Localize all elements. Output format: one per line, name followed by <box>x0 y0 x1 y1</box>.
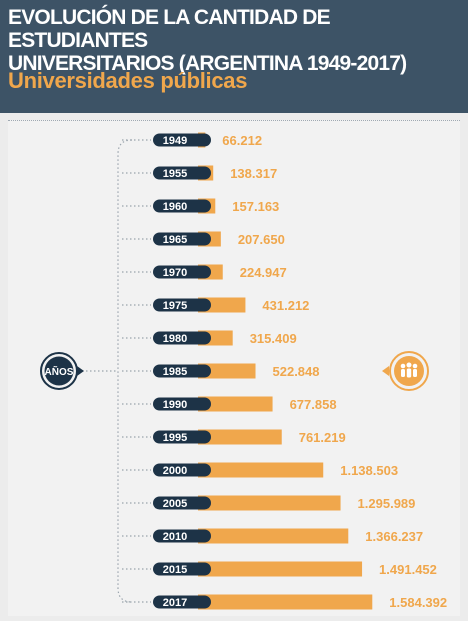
bar-row-1980: 1980 315.409 <box>122 330 297 346</box>
year-pill <box>153 595 211 609</box>
students-badge-pointer <box>382 366 389 376</box>
years-axis-badge: AÑOS <box>40 352 84 390</box>
year-label: 1975 <box>163 300 187 312</box>
bar-2010 <box>198 528 349 544</box>
connector-lines <box>78 139 133 603</box>
year-pill <box>153 562 211 576</box>
value-label: 157.163 <box>232 199 279 214</box>
chart-title: EVOLUCIÓN DE LA CANTIDAD DE ESTUDIANTES … <box>8 6 407 75</box>
year-label: 1995 <box>163 432 187 444</box>
year-label: 1955 <box>163 168 187 180</box>
year-label: 1960 <box>163 201 187 213</box>
year-label: 2010 <box>163 531 187 543</box>
value-label: 1.295.989 <box>358 496 416 511</box>
year-pill <box>153 298 211 312</box>
year-pill <box>153 529 211 543</box>
bar-2005 <box>198 495 341 511</box>
year-label: 1970 <box>163 267 187 279</box>
bar-1985 <box>198 363 256 379</box>
header-banner: EVOLUCIÓN DE LA CANTIDAD DE ESTUDIANTES … <box>0 0 468 113</box>
value-label: 224.947 <box>240 265 287 280</box>
year-pill <box>153 364 211 378</box>
bar-row-1960: 1960 157.163 <box>122 198 279 214</box>
bar-1975 <box>198 297 246 313</box>
bar-2015 <box>198 561 363 577</box>
chart-subtitle: Universidades públicas <box>8 68 248 93</box>
chart-rows: 1949 66.212 1955 138.317 1960 157.163 1965 207.… <box>122 132 447 610</box>
value-label: 522.848 <box>273 364 320 379</box>
year-label: 2000 <box>163 465 187 477</box>
chart-panel: 1949 66.212 1955 138.317 1960 157.163 1965 207.… <box>8 120 460 616</box>
year-pill <box>153 199 211 213</box>
years-badge-pointer <box>77 366 84 376</box>
bar-row-1975: 1975 431.212 <box>122 297 309 313</box>
bar-row-1955: 1955 138.317 <box>122 165 277 181</box>
year-pill <box>153 463 211 477</box>
value-label: 1.491.452 <box>379 562 437 577</box>
years-badge-core <box>44 356 74 386</box>
year-pill <box>153 133 211 147</box>
value-label: 1.584.392 <box>389 595 447 610</box>
bar-1995 <box>198 429 282 445</box>
value-label: 1.138.503 <box>340 463 398 478</box>
bar-1990 <box>198 396 273 412</box>
year-pill <box>153 232 211 246</box>
bar-row-2017: 2017 1.584.392 <box>122 594 447 610</box>
year-label: 1949 <box>163 135 187 147</box>
year-label: 2015 <box>163 564 187 576</box>
year-pill <box>153 166 211 180</box>
bar-row-1990: 1990 677.858 <box>122 396 337 412</box>
bar-row-1985: 1985 522.848 <box>122 363 320 379</box>
bar-row-1995: 1995 761.219 <box>122 429 346 445</box>
value-label: 677.858 <box>290 397 337 412</box>
year-pill <box>153 265 211 279</box>
value-label: 315.409 <box>250 331 297 346</box>
year-pill <box>153 430 211 444</box>
year-pill <box>153 496 211 510</box>
year-pill <box>153 397 211 411</box>
bar-row-2000: 2000 1.138.503 <box>122 462 398 478</box>
year-label: 1990 <box>163 399 187 411</box>
bar-row-2010: 2010 1.366.237 <box>122 528 423 544</box>
year-label: 1980 <box>163 333 187 345</box>
value-label: 431.212 <box>262 298 309 313</box>
value-label: 1.366.237 <box>365 529 423 544</box>
students-group-icon <box>400 362 418 378</box>
bar-row-1965: 1965 207.650 <box>122 231 285 247</box>
value-label: 207.650 <box>238 232 285 247</box>
bar-row-1970: 1970 224.947 <box>122 264 287 280</box>
value-label: 761.219 <box>299 430 346 445</box>
bar-2017 <box>198 594 373 610</box>
value-label: 138.317 <box>230 166 277 181</box>
bar-2000 <box>198 462 324 478</box>
year-pill <box>153 331 211 345</box>
year-label: 2017 <box>163 597 187 609</box>
bar-row-2005: 2005 1.295.989 <box>122 495 416 511</box>
year-label: 1965 <box>163 234 187 246</box>
bracket-line <box>117 139 133 603</box>
year-label: 1985 <box>163 366 187 378</box>
students-badge <box>382 351 429 391</box>
bar-chart: 1949 66.212 1955 138.317 1960 157.163 1965 207.… <box>40 132 447 610</box>
years-axis-label: AÑOS <box>45 365 74 378</box>
bar-row-2015: 2015 1.491.452 <box>122 561 437 577</box>
bar-row-1949: 1949 66.212 <box>122 132 262 148</box>
value-label: 66.212 <box>222 133 262 148</box>
year-label: 2005 <box>163 498 187 510</box>
